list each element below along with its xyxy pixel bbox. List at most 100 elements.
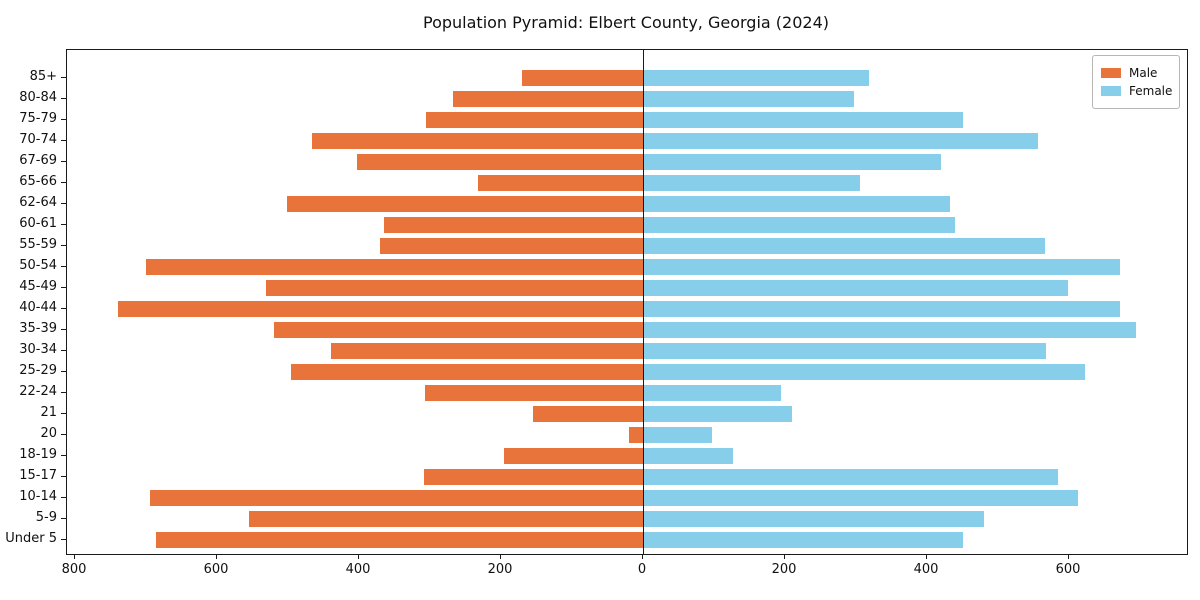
x-tick-0 (641, 554, 643, 559)
y-tick-80-84 (61, 97, 66, 99)
male-bar-60-61 (383, 217, 643, 233)
female-bar-80-84 (643, 91, 854, 107)
female-bar-15-17 (643, 469, 1059, 485)
x-axis-label-800-left: 800 (61, 562, 87, 577)
female-bar-75-79 (643, 112, 963, 128)
y-tick-50-54 (61, 265, 66, 267)
male-bar-5-9 (248, 511, 643, 527)
female-bar-25-29 (643, 364, 1086, 380)
female-bar-50-54 (643, 259, 1121, 275)
female-bar-85+ (643, 70, 869, 86)
male-bar-Under 5 (155, 532, 643, 548)
male-bar-85+ (522, 70, 643, 86)
male-bar-40-44 (117, 301, 643, 317)
female-bar-30-34 (643, 343, 1047, 359)
y-tick-18-19 (61, 454, 66, 456)
y-tick-85+ (61, 76, 66, 78)
y-axis-label-45-49: 45-49 (19, 279, 57, 294)
male-bar-35-39 (273, 322, 643, 338)
y-axis-label-18-19: 18-19 (19, 447, 57, 462)
y-axis-label-40-44: 40-44 (19, 300, 57, 315)
y-axis-label-50-54: 50-54 (19, 258, 57, 273)
y-axis-label-80-84: 80-84 (19, 90, 57, 105)
y-axis-label-62-64: 62-64 (19, 195, 57, 210)
y-axis-label-60-61: 60-61 (19, 216, 57, 231)
male-bar-25-29 (290, 364, 643, 380)
male-bar-67-69 (356, 154, 643, 170)
y-tick-62-64 (61, 202, 66, 204)
x-tick-200-left (499, 554, 501, 559)
y-axis-label-75-79: 75-79 (19, 111, 57, 126)
male-bar-22-24 (425, 385, 643, 401)
y-tick-25-29 (61, 370, 66, 372)
male-bar-20 (628, 427, 643, 443)
male-bar-10-14 (150, 490, 643, 506)
y-tick-20 (61, 433, 66, 435)
x-axis-label-0: 0 (637, 562, 647, 577)
male-legend-swatch-icon (1101, 68, 1121, 78)
y-axis-label-25-29: 25-29 (19, 363, 57, 378)
x-tick-200-right (783, 554, 785, 559)
x-axis-label-400-right: 400 (913, 562, 939, 577)
y-tick-70-74 (61, 139, 66, 141)
y-tick-67-69 (61, 160, 66, 162)
y-axis-label-20: 20 (40, 426, 57, 441)
female-bar-60-61 (643, 217, 956, 233)
x-axis-label-200-left: 200 (487, 562, 513, 577)
female-bar-45-49 (643, 280, 1068, 296)
y-axis-label-85+: 85+ (29, 69, 57, 84)
x-axis-label-600-right: 600 (1055, 562, 1081, 577)
y-axis-label-67-69: 67-69 (19, 153, 57, 168)
female-bar-35-39 (643, 322, 1136, 338)
y-axis-label-Under 5: Under 5 (5, 531, 57, 546)
female-bar-20 (643, 427, 712, 443)
male-bar-30-34 (330, 343, 643, 359)
y-tick-21 (61, 412, 66, 414)
legend-label-male: Male (1129, 66, 1158, 80)
female-bar-22-24 (643, 385, 782, 401)
y-tick-15-17 (61, 475, 66, 477)
female-bar-65-66 (643, 175, 861, 191)
y-tick-10-14 (61, 496, 66, 498)
y-axis-label-21: 21 (40, 405, 57, 420)
male-bar-21 (532, 406, 643, 422)
legend-label-female: Female (1129, 84, 1173, 98)
male-bar-70-74 (312, 133, 643, 149)
chart-title: Population Pyramid: Elbert County, Georg… (423, 13, 829, 32)
y-tick-75-79 (61, 118, 66, 120)
y-axis-label-55-59: 55-59 (19, 237, 57, 252)
bars-layer (67, 50, 1187, 554)
male-bar-75-79 (426, 112, 643, 128)
female-legend-swatch-icon (1101, 86, 1121, 96)
female-bar-18-19 (643, 448, 734, 464)
y-axis-label-30-34: 30-34 (19, 342, 57, 357)
female-bar-5-9 (643, 511, 984, 527)
y-tick-22-24 (61, 391, 66, 393)
female-bar-62-64 (643, 196, 950, 212)
x-axis-label-600-left: 600 (203, 562, 229, 577)
male-bar-62-64 (287, 196, 643, 212)
male-bar-50-54 (146, 259, 643, 275)
y-tick-30-34 (61, 349, 66, 351)
y-tick-35-39 (61, 328, 66, 330)
female-bar-Under 5 (643, 532, 963, 548)
y-tick-45-49 (61, 286, 66, 288)
legend-entry-male: Male (1101, 65, 1170, 81)
male-bar-15-17 (424, 469, 643, 485)
y-axis-label-35-39: 35-39 (19, 321, 57, 336)
male-bar-55-59 (380, 238, 643, 254)
x-tick-600-right (1067, 554, 1069, 559)
x-axis-label-200-right: 200 (771, 562, 797, 577)
female-bar-70-74 (643, 133, 1039, 149)
y-tick-5-9 (61, 517, 66, 519)
x-axis-label-400-left: 400 (345, 562, 371, 577)
y-tick-65-66 (61, 181, 66, 183)
y-axis-label-15-17: 15-17 (19, 468, 57, 483)
y-axis-label-70-74: 70-74 (19, 132, 57, 147)
male-bar-18-19 (503, 448, 643, 464)
zero-axis-line (642, 50, 644, 554)
x-tick-400-left (357, 554, 359, 559)
male-bar-45-49 (265, 280, 643, 296)
legend-entry-female: Female (1101, 83, 1173, 99)
